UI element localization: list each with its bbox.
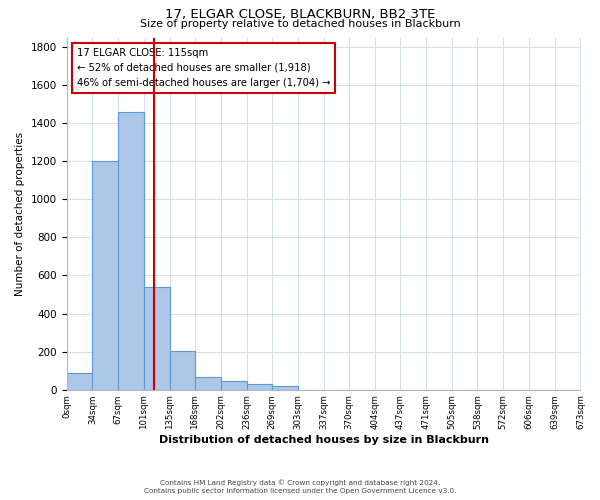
Bar [143, 287, 170, 390]
Bar [272, 386, 298, 390]
Text: 17 ELGAR CLOSE: 115sqm
← 52% of detached houses are smaller (1,918)
46% of semi-: 17 ELGAR CLOSE: 115sqm ← 52% of detached… [77, 48, 331, 88]
X-axis label: Distribution of detached houses by size in Blackburn: Distribution of detached houses by size … [158, 435, 488, 445]
Bar [247, 384, 272, 390]
Bar [170, 350, 195, 390]
Text: Contains HM Land Registry data © Crown copyright and database right 2024.
Contai: Contains HM Land Registry data © Crown c… [144, 480, 456, 494]
Y-axis label: Number of detached properties: Number of detached properties [15, 132, 25, 296]
Bar [221, 380, 247, 390]
Bar [92, 161, 118, 390]
Bar [195, 378, 221, 390]
Text: Size of property relative to detached houses in Blackburn: Size of property relative to detached ho… [140, 19, 460, 29]
Bar [67, 372, 92, 390]
Text: 17, ELGAR CLOSE, BLACKBURN, BB2 3TE: 17, ELGAR CLOSE, BLACKBURN, BB2 3TE [165, 8, 435, 21]
Bar [118, 112, 143, 390]
